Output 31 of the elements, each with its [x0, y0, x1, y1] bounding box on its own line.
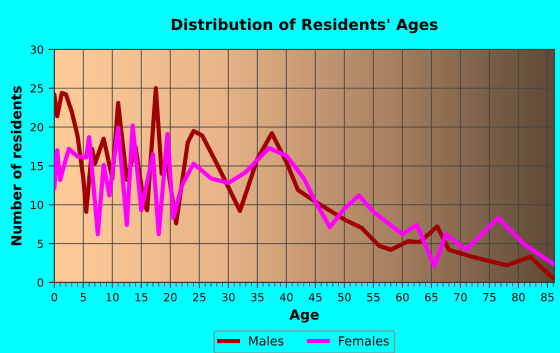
y-tick-label: 30: [30, 45, 44, 54]
x-tick-label: 15: [135, 293, 148, 302]
legend-label: Females: [339, 336, 389, 346]
x-axis-title: Age: [289, 309, 319, 323]
y-tick-label: 25: [30, 84, 43, 93]
x-tick-label: 30: [222, 293, 235, 302]
y-tick-label: 15: [30, 162, 43, 170]
chart-title: Distribution of Residents' Ages: [172, 18, 438, 34]
x-tick-label: 60: [396, 293, 409, 302]
x-tick-label: 45: [308, 293, 322, 302]
x-tick-label: 75: [483, 293, 496, 302]
x-tick-label: 85: [541, 293, 554, 302]
x-tick-label: 5: [80, 293, 86, 302]
legend-label: Males: [249, 336, 284, 346]
y-tick-label: 10: [30, 200, 44, 210]
x-tick-label: 10: [106, 293, 119, 302]
x-tick-label: 0: [52, 293, 58, 302]
x-tick-label: 65: [425, 293, 438, 302]
y-tick-label: 20: [30, 123, 44, 132]
x-tick-label: 40: [280, 293, 293, 302]
x-tick-label: 20: [164, 293, 177, 302]
line-series: [54, 123, 554, 268]
x-tick-label: 55: [367, 293, 380, 302]
y-tick-label: 0: [38, 278, 44, 287]
y-tick-label: 5: [38, 240, 43, 248]
x-tick-label: 70: [454, 293, 467, 302]
x-tick-label: 25: [193, 293, 206, 302]
x-tick-label: 35: [251, 293, 264, 302]
x-tick-label: 50: [338, 293, 351, 302]
y-axis-title: Number of residents: [10, 86, 22, 246]
x-tick-label: 80: [512, 293, 525, 302]
